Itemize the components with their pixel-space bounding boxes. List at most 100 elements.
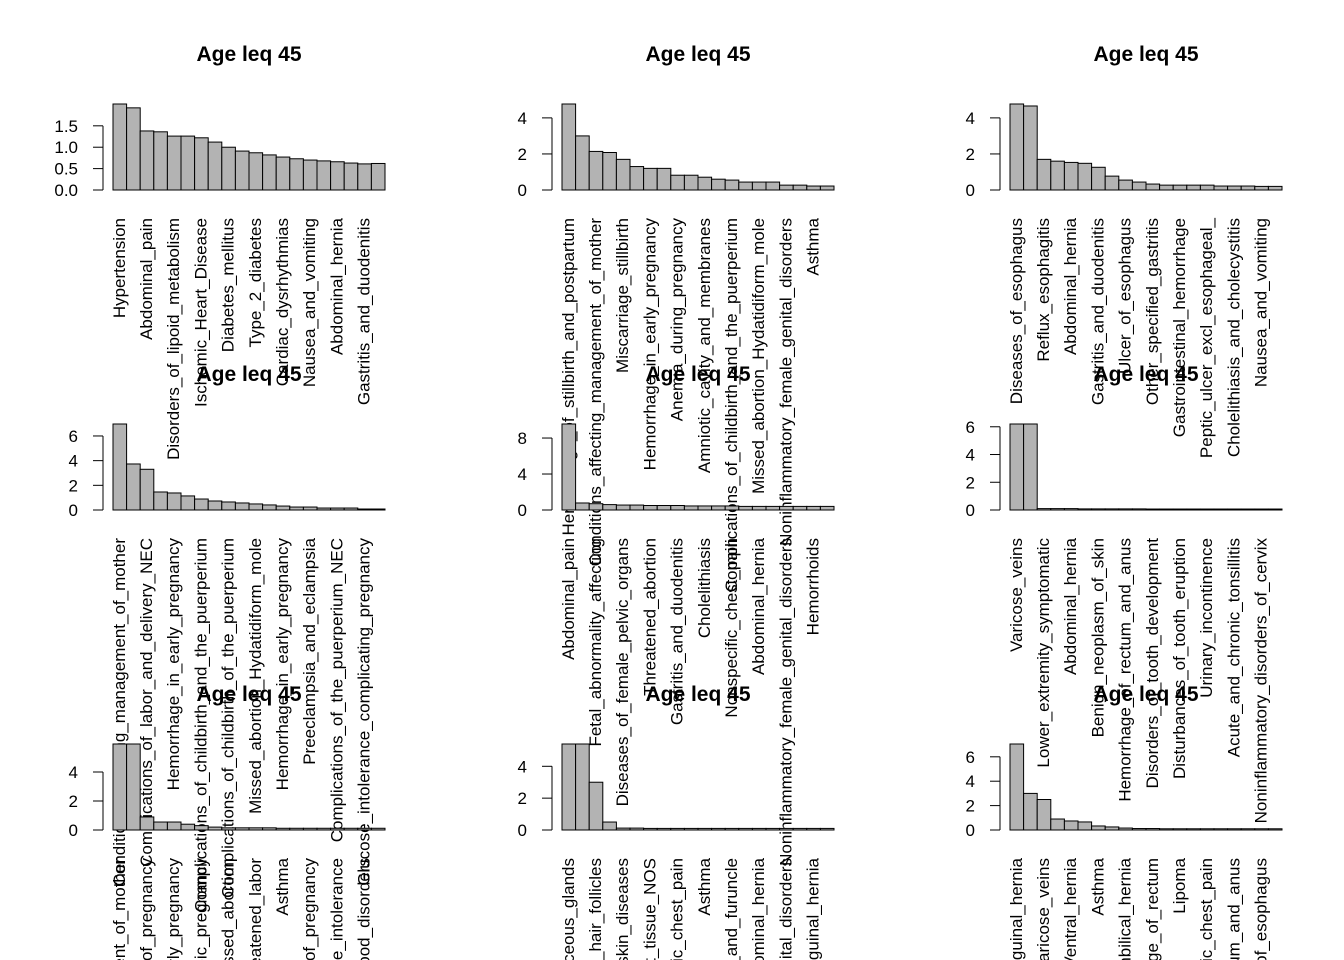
bar xyxy=(615,158,631,191)
bar xyxy=(248,827,264,831)
bar xyxy=(697,176,713,191)
y-tick-label: 4 xyxy=(966,446,975,465)
bar xyxy=(819,185,835,191)
bar xyxy=(1063,820,1079,831)
bar xyxy=(1063,508,1079,511)
bar xyxy=(1186,828,1201,831)
bar xyxy=(1159,184,1174,191)
bar xyxy=(194,825,209,831)
x-tick-label: Urinary_incontinence xyxy=(1197,538,1216,698)
x-tick-label: Inguinal_hernia xyxy=(804,857,823,960)
bar xyxy=(289,158,304,191)
bar xyxy=(711,505,726,511)
x-tick-label: Umbilical_hernia xyxy=(1116,857,1135,960)
bar xyxy=(1023,792,1038,831)
bar xyxy=(248,152,264,191)
bar xyxy=(1145,508,1161,511)
bar xyxy=(1050,818,1065,831)
bar xyxy=(112,743,128,831)
x-tick-label: Missed_abortion_Hydatidiform_mole xyxy=(246,538,265,814)
bar xyxy=(112,103,128,191)
bar xyxy=(792,827,808,831)
bar xyxy=(1227,508,1242,511)
bar xyxy=(670,827,685,831)
bar xyxy=(330,161,345,191)
bar xyxy=(643,505,658,511)
bar xyxy=(806,505,821,511)
x-tick-label: Disorders_of_tooth_development xyxy=(1143,538,1162,789)
bar xyxy=(683,174,699,191)
bar xyxy=(629,166,645,191)
bar xyxy=(1036,508,1052,511)
y-tick-label: 0 xyxy=(69,501,78,520)
bar xyxy=(330,507,345,511)
y-tick-label: 4 xyxy=(518,109,527,128)
bar xyxy=(207,826,223,831)
x-tick-label: Hypertension xyxy=(110,218,129,318)
bar xyxy=(302,159,318,191)
bar xyxy=(180,135,196,191)
bar xyxy=(234,150,250,191)
x-tick-label: Glucose_intolerance_complicating_pregnan… xyxy=(355,538,374,886)
x-tick-label: Anemia_during_pregnancy xyxy=(668,218,687,422)
bar xyxy=(711,827,726,831)
bar xyxy=(248,503,264,511)
x-tick-label: Asthma xyxy=(804,217,823,275)
y-tick-label: 1.0 xyxy=(54,138,78,157)
bar xyxy=(357,827,372,831)
bar xyxy=(1199,508,1215,511)
chart-title: Age leq 45 xyxy=(645,363,750,386)
bar xyxy=(643,827,658,831)
chart-title: Age leq 45 xyxy=(196,363,301,386)
bar xyxy=(126,107,141,191)
y-tick-label: 0 xyxy=(966,181,975,200)
bar xyxy=(1254,185,1269,191)
bar xyxy=(629,827,645,831)
bar xyxy=(792,184,808,191)
y-tick-label: 4 xyxy=(966,772,975,791)
x-tick-label: Cholelithiasis_and_cholecystitis xyxy=(1224,218,1243,457)
bar xyxy=(656,505,672,511)
y-tick-label: 0 xyxy=(518,181,527,200)
chart-title: Age leq 45 xyxy=(1093,363,1198,386)
bar xyxy=(1091,508,1106,511)
y-tick-label: 6 xyxy=(966,748,975,767)
x-tick-label: Asthma xyxy=(1088,857,1107,915)
y-tick-label: 4 xyxy=(966,109,975,128)
bar xyxy=(302,506,318,511)
x-tick-label: Hemorrhoids xyxy=(804,538,823,635)
bar xyxy=(1104,508,1120,511)
bar xyxy=(126,743,141,831)
bar xyxy=(1009,423,1025,511)
x-tick-label: Benign_neoplasm_of_skin xyxy=(1088,538,1107,737)
x-tick-label: Abdominal_hernia xyxy=(1061,217,1080,355)
bar xyxy=(561,103,577,191)
bar xyxy=(343,507,359,511)
x-tick-label: Ulcer_of_esophagus xyxy=(1116,218,1135,374)
y-tick-label: 0 xyxy=(518,501,527,520)
x-tick-label: Preeclampsia_and_eclampsia xyxy=(300,537,319,764)
y-tick-label: 4 xyxy=(69,452,78,471)
chart-title: Age leq 45 xyxy=(196,43,301,66)
y-tick-label: 4 xyxy=(69,763,78,782)
y-tick-label: 4 xyxy=(518,465,527,484)
bar xyxy=(262,504,277,511)
bar xyxy=(1145,183,1161,191)
x-tick-label: Miscarriage_stillbirth xyxy=(613,218,632,373)
x-tick-label: Disorders_of_lipoid_metabolism xyxy=(164,218,183,460)
x-tick-label: Nonspecific_chest_pain xyxy=(722,538,741,718)
x-tick-label: Abdominal_hernia xyxy=(749,857,768,960)
bar xyxy=(779,184,794,191)
bar xyxy=(683,827,699,831)
x-tick-label: Other_skin_diseases xyxy=(613,858,632,960)
chart-title: Age leq 45 xyxy=(645,683,750,706)
x-tick-label: Carbuncle_and_furuncle xyxy=(722,858,741,960)
bar xyxy=(1254,508,1269,511)
x-tick-label: Hemorrhage_in_early_pregnancy xyxy=(273,538,292,791)
bar xyxy=(1199,184,1215,191)
x-tick-label: Diseases_of_female_pelvic_organs xyxy=(613,538,632,806)
bar xyxy=(330,827,345,831)
bar xyxy=(289,506,304,511)
y-tick-label: 0 xyxy=(966,501,975,520)
x-tick-label: Nausea_and_vomiting xyxy=(1252,218,1271,387)
